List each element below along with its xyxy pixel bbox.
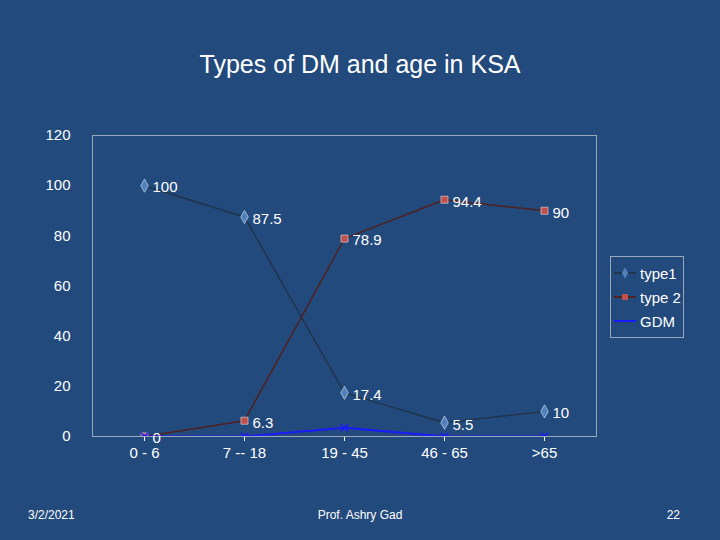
svg-text:60: 60 <box>54 277 71 294</box>
svg-text:100: 100 <box>45 176 70 193</box>
svg-text:90: 90 <box>553 204 570 221</box>
svg-text:>65: >65 <box>532 444 557 461</box>
html-text:type 2: type 2 <box>640 288 681 306</box>
svg-text:94.4: 94.4 <box>453 193 482 210</box>
svg-text:20: 20 <box>54 377 71 394</box>
svg-text:19 - 45: 19 - 45 <box>321 444 368 461</box>
svg-text:80: 80 <box>54 227 71 244</box>
svg-text:0: 0 <box>153 429 161 446</box>
html-text:Prof. Ashry Gad: Prof. Ashry Gad <box>317 508 403 522</box>
svg-text:17.4: 17.4 <box>353 386 382 403</box>
html-text:GDM: GDM <box>640 312 675 330</box>
svg-text:120: 120 <box>45 126 70 143</box>
html-text:3/2/2021: 3/2/2021 <box>28 508 75 522</box>
svg-text:0: 0 <box>62 427 70 444</box>
svg-text:7 -- 18: 7 -- 18 <box>223 444 266 461</box>
svg-text:87.5: 87.5 <box>253 210 282 227</box>
html-text:type1: type1 <box>640 264 677 282</box>
html-text:22: 22 <box>666 508 680 522</box>
svg-text:100: 100 <box>153 178 178 195</box>
svg-text:10: 10 <box>553 404 570 421</box>
html-text:Types of DM and age in KSA: Types of DM and age in KSA <box>199 50 521 78</box>
svg-text:5.5: 5.5 <box>453 416 474 433</box>
svg-text:0 - 6: 0 - 6 <box>129 444 159 461</box>
svg-text:6.3: 6.3 <box>253 413 274 430</box>
svg-text:46 - 65: 46 - 65 <box>421 444 468 461</box>
svg-text:40: 40 <box>54 327 71 344</box>
svg-text:78.9: 78.9 <box>353 231 382 248</box>
